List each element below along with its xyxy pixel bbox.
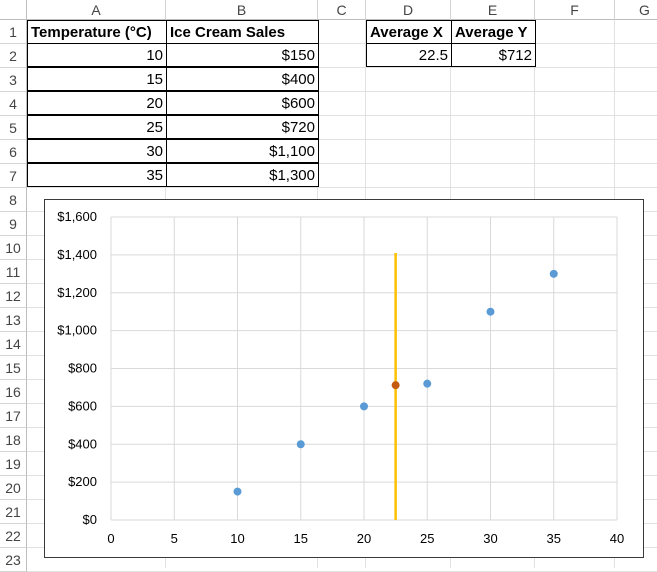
y-tick-label: $800: [68, 361, 97, 376]
select-all-corner[interactable]: [0, 0, 27, 20]
average-point: [391, 381, 400, 390]
x-tick-label: 15: [294, 531, 308, 546]
scatter-chart[interactable]: 0 5 10 15 20 25 30 35 40 $0 $200 $400 $600 $800 $1,000…: [44, 199, 644, 558]
cell-sales[interactable]: $1,100: [166, 139, 319, 163]
data-point: [423, 379, 432, 388]
x-tick-label: 40: [610, 531, 624, 546]
row-header-11[interactable]: 11: [0, 260, 27, 284]
cell-average-y[interactable]: $712: [451, 43, 536, 67]
data-point: [360, 402, 368, 411]
gridline-horizontal: [27, 115, 657, 116]
header-temperature[interactable]: Temperature (°C): [27, 20, 167, 44]
gridline-horizontal: [27, 139, 657, 140]
row-header-23[interactable]: 23: [0, 548, 27, 572]
row-header-12[interactable]: 12: [0, 284, 27, 308]
row-header-18[interactable]: 18: [0, 428, 27, 452]
data-point: [296, 440, 305, 449]
row-header-10[interactable]: 10: [0, 236, 27, 260]
row-header-13[interactable]: 13: [0, 308, 27, 332]
x-tick-label: 10: [230, 531, 244, 546]
x-tick-label: 30: [483, 531, 497, 546]
chart-plot: 0 5 10 15 20 25 30 35 40 $0 $200 $400 $600 $800 $1,000…: [57, 209, 624, 546]
header-average-x[interactable]: Average X: [366, 20, 452, 44]
row-header-1[interactable]: 1: [0, 20, 27, 44]
gridline-horizontal: [27, 91, 657, 92]
x-tick-label: 5: [171, 531, 178, 546]
row-header-2[interactable]: 2: [0, 44, 27, 68]
row-header-21[interactable]: 21: [0, 500, 27, 524]
header-ice-cream-sales[interactable]: Ice Cream Sales: [166, 20, 319, 44]
row-header-14[interactable]: 14: [0, 332, 27, 356]
row-header-6[interactable]: 6: [0, 140, 27, 164]
row-header-20[interactable]: 20: [0, 476, 27, 500]
y-tick-label: $0: [83, 512, 97, 527]
data-point: [549, 269, 558, 278]
y-tick-label: $1,200: [57, 285, 97, 300]
cell-sales[interactable]: $1,300: [166, 163, 319, 187]
cell-average-x[interactable]: 22.5: [366, 43, 452, 67]
y-tick-label: $1,400: [57, 247, 97, 262]
row-header-15[interactable]: 15: [0, 356, 27, 380]
row-header-3[interactable]: 3: [0, 68, 27, 92]
row-header-22[interactable]: 22: [0, 524, 27, 548]
cell-sales[interactable]: $600: [166, 91, 319, 115]
gridline-horizontal: [27, 187, 657, 188]
column-header-f[interactable]: F: [535, 0, 615, 20]
row-header-4[interactable]: 4: [0, 92, 27, 116]
cell-sales[interactable]: $150: [166, 43, 319, 67]
header-average-y[interactable]: Average Y: [451, 20, 536, 44]
data-point: [486, 307, 495, 316]
row-header-17[interactable]: 17: [0, 404, 27, 428]
cell-sales[interactable]: $720: [166, 115, 319, 139]
column-header-b[interactable]: B: [166, 0, 318, 20]
gridline-horizontal: [27, 163, 657, 164]
column-header-d[interactable]: D: [366, 0, 451, 20]
row-header-19[interactable]: 19: [0, 452, 27, 476]
column-header-c[interactable]: C: [318, 0, 366, 20]
cell-temperature[interactable]: 35: [27, 163, 167, 187]
x-tick-label: 35: [547, 531, 561, 546]
row-header-7[interactable]: 7: [0, 164, 27, 188]
gridline-horizontal: [27, 67, 657, 68]
y-tick-label: $400: [68, 436, 97, 451]
column-header-a[interactable]: A: [27, 0, 166, 20]
y-tick-label: $200: [68, 474, 97, 489]
cell-temperature[interactable]: 20: [27, 91, 167, 115]
row-header-16[interactable]: 16: [0, 380, 27, 404]
x-tick-label: 25: [420, 531, 434, 546]
column-header-g[interactable]: G: [615, 0, 657, 20]
column-header-e[interactable]: E: [451, 0, 535, 20]
y-tick-label: $600: [68, 398, 97, 413]
data-point: [233, 487, 242, 496]
cell-sales[interactable]: $400: [166, 67, 319, 91]
cell-temperature[interactable]: 30: [27, 139, 167, 163]
row-header-5[interactable]: 5: [0, 116, 27, 140]
x-tick-label: 0: [107, 531, 114, 546]
row-header-9[interactable]: 9: [0, 212, 27, 236]
cell-temperature[interactable]: 15: [27, 67, 167, 91]
gridline-horizontal: [27, 43, 657, 44]
x-tick-label: 20: [357, 531, 371, 546]
y-tick-label: $1,000: [57, 323, 97, 338]
cell-temperature[interactable]: 25: [27, 115, 167, 139]
cell-temperature[interactable]: 10: [27, 43, 167, 67]
y-tick-label: $1,600: [57, 209, 97, 224]
row-header-8[interactable]: 8: [0, 188, 27, 212]
